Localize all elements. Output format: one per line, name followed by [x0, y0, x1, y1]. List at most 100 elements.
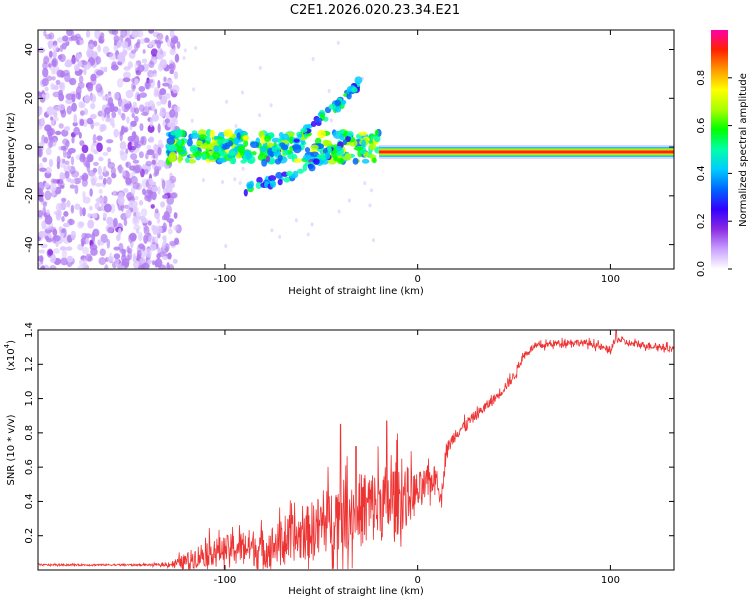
- noise-blob: [127, 61, 133, 69]
- onset-blob: [361, 139, 366, 148]
- noise-blob: [124, 103, 132, 110]
- noise-blob: [95, 182, 103, 187]
- noise-blob: [311, 57, 315, 62]
- rising-branch-upper-blob: [293, 138, 300, 143]
- noise-blob: [133, 215, 138, 224]
- noise-blob: [81, 60, 88, 66]
- noise-blob: [48, 158, 54, 168]
- noise-blob: [102, 151, 109, 156]
- noise-blob: [63, 144, 69, 151]
- noise-blob: [81, 144, 89, 154]
- noise-blob: [44, 215, 53, 225]
- rising-branch-lower-blob: [286, 170, 294, 177]
- noise-blob: [52, 44, 59, 52]
- noise-blob: [110, 172, 117, 179]
- noise-blob: [86, 117, 93, 125]
- onset-blob: [352, 157, 359, 165]
- rising-branch-upper-blob: [310, 120, 317, 127]
- noise-blob: [156, 101, 162, 106]
- noise-blob: [151, 103, 156, 112]
- noise-blob: [96, 135, 103, 142]
- onset-blob: [277, 154, 283, 162]
- noise-blob: [56, 209, 62, 217]
- snr-series-line: [38, 330, 674, 570]
- onset-blob: [168, 153, 176, 163]
- noise-blob: [157, 247, 161, 253]
- noise-blob: [89, 244, 98, 251]
- noise-blob: [162, 222, 167, 233]
- noise-blob: [62, 35, 69, 42]
- noise-blob: [119, 141, 127, 150]
- noise-blob: [190, 118, 194, 123]
- noise-blob: [128, 233, 134, 244]
- noise-blob: [132, 101, 137, 109]
- noise-blob: [98, 257, 107, 266]
- noise-blob: [52, 50, 58, 58]
- rising-branch-lower-blob: [345, 135, 351, 142]
- noise-blob: [132, 159, 140, 164]
- noise-blob: [121, 41, 129, 49]
- noise-blob: [143, 168, 149, 175]
- spectrogram-y-tick-label: 20: [24, 92, 35, 105]
- noise-blob: [146, 149, 155, 156]
- rising-branch-upper-blob: [300, 128, 308, 133]
- noise-blob: [201, 178, 205, 183]
- noise-blob: [113, 253, 121, 260]
- noise-blob: [71, 170, 80, 178]
- noise-blob: [38, 106, 43, 116]
- noise-blob: [157, 47, 163, 55]
- svg-text:(x104): (x104): [3, 340, 17, 371]
- noise-blob: [119, 248, 127, 254]
- spectrogram-panel: -100 0 100 40 20 0 -20 -40 Height of straight …: [6, 29, 675, 297]
- noise-blob: [106, 216, 113, 225]
- noise-blob: [154, 165, 160, 175]
- noise-blob: [149, 73, 158, 78]
- onset-blob: [304, 147, 311, 153]
- snr-y-tick-label: 1.4: [24, 322, 35, 338]
- noise-blob: [269, 103, 273, 108]
- noise-blob: [147, 259, 152, 265]
- noise-blob: [39, 140, 45, 150]
- spectrogram-x-tick-label: -100: [214, 274, 237, 285]
- noise-blob: [172, 258, 178, 264]
- onset-blob: [189, 144, 198, 154]
- noise-blob: [162, 255, 169, 261]
- noise-blob: [167, 252, 172, 260]
- noise-blob: [122, 188, 129, 194]
- noise-blob: [77, 81, 85, 89]
- colorbar-fill: [711, 30, 728, 269]
- spectrogram-y-tick-label: 40: [24, 43, 35, 56]
- onset-blob: [374, 129, 379, 137]
- noise-blob: [74, 33, 81, 39]
- noise-blob: [74, 184, 79, 195]
- noise-blob: [97, 165, 102, 176]
- noise-blob: [95, 83, 103, 93]
- noise-blob: [88, 205, 93, 211]
- noise-blob: [38, 210, 44, 218]
- noise-blob: [69, 184, 76, 189]
- snr-x-ticks: -100 0 100: [214, 330, 620, 586]
- noise-blob: [157, 186, 161, 195]
- noise-blob: [167, 228, 173, 235]
- rising-branch-lower-blob: [320, 152, 327, 161]
- noise-blob: [161, 179, 166, 190]
- noise-blob: [156, 159, 165, 168]
- noise-blob: [103, 165, 107, 174]
- noise-blob: [145, 248, 152, 258]
- onset-blob: [218, 151, 228, 157]
- noise-blob: [39, 190, 45, 199]
- spectrogram-y-tick-label: -20: [24, 188, 35, 204]
- snr-y-multiplier: (x104): [3, 340, 17, 371]
- noise-blob: [169, 109, 176, 118]
- noise-blob: [45, 147, 52, 156]
- noise-blob: [121, 102, 125, 112]
- chart-title: C2E1.2026.020.23.34.E21: [290, 3, 460, 18]
- noise-blob: [140, 38, 146, 45]
- noise-blob: [132, 164, 140, 174]
- onset-blob: [201, 154, 207, 161]
- noise-blob: [110, 64, 119, 71]
- noise-blob: [57, 54, 63, 60]
- noise-blob: [48, 50, 53, 58]
- noise-blob: [82, 207, 86, 217]
- noise-blob: [94, 202, 100, 210]
